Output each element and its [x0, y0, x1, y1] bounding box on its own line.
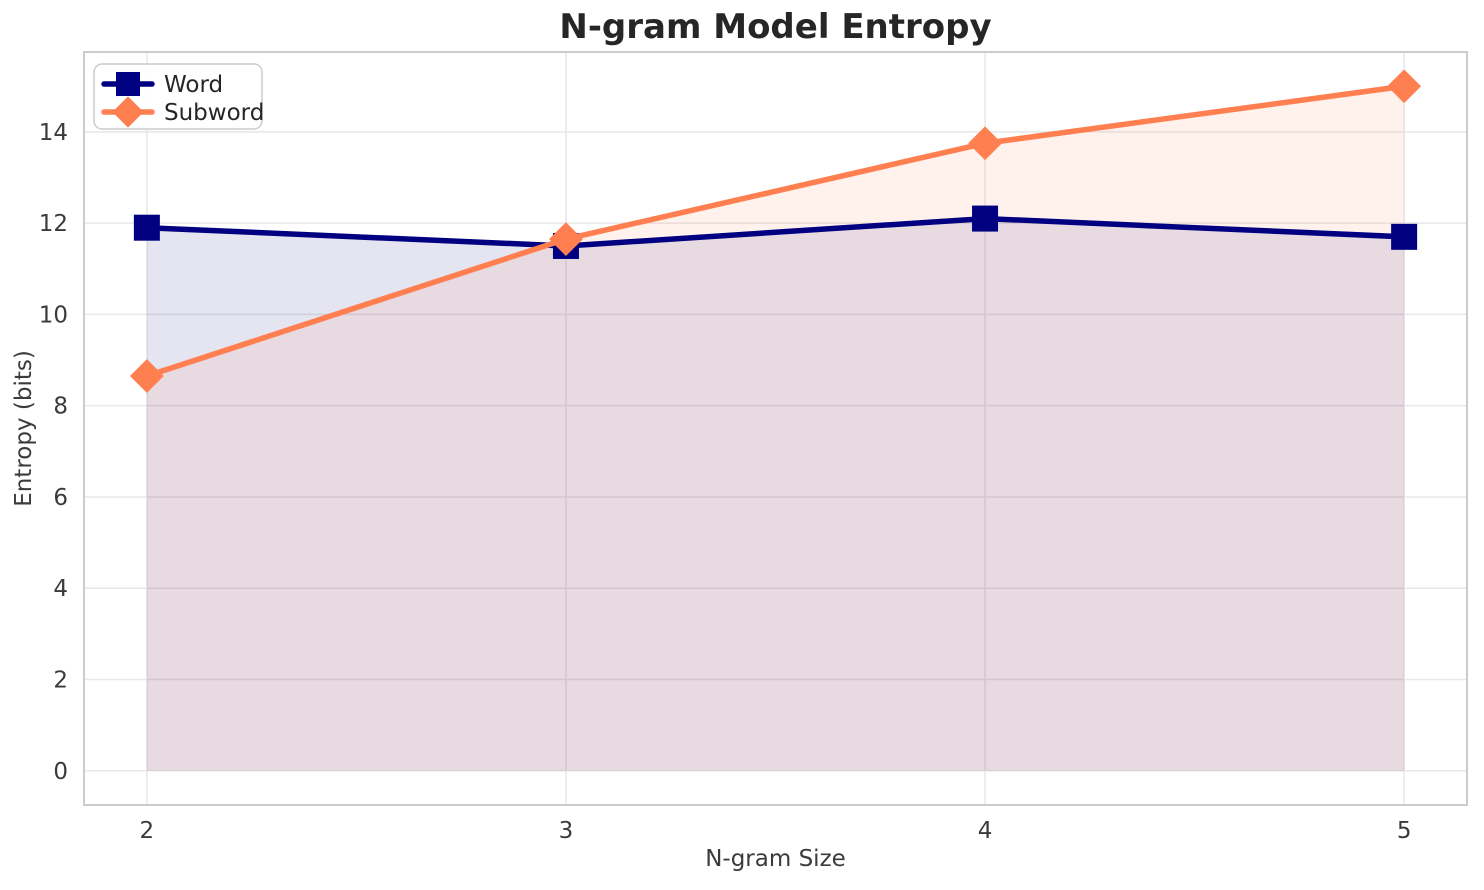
word-marker — [972, 205, 999, 232]
word-series-fill — [146, 218, 1405, 771]
legend-label-subword: Subword — [164, 100, 264, 126]
legend-square-icon — [116, 72, 140, 96]
subword-series — [129, 69, 1422, 393]
x-axis-label: N-gram Size — [705, 846, 846, 872]
x-tick-label: 3 — [559, 818, 574, 844]
y-tick-label: 0 — [53, 759, 68, 785]
subword-series-fill — [146, 86, 1405, 771]
x-tick-label: 5 — [1397, 818, 1412, 844]
subword-series-line — [144, 83, 1407, 379]
legend-label-word: Word — [164, 72, 223, 98]
y-tick-label: 10 — [39, 302, 68, 328]
word-marker — [1391, 223, 1418, 250]
word-series-line — [144, 215, 1407, 249]
legend-item-word: Word — [101, 72, 223, 98]
legend-diamond-icon — [112, 96, 144, 128]
y-tick-label: 8 — [53, 394, 68, 420]
y-tick-label: 2 — [53, 668, 68, 694]
subword-marker — [129, 359, 164, 393]
y-axis-label: Entropy (bits) — [11, 350, 37, 507]
word-marker — [133, 214, 160, 241]
y-tick-label: 14 — [39, 120, 68, 146]
y-tick-label: 12 — [39, 211, 68, 237]
x-tick-label: 4 — [978, 818, 993, 844]
y-tick-label: 4 — [53, 576, 68, 602]
chart-title: N-gram Model Entropy — [559, 7, 991, 47]
subword-marker — [968, 126, 1002, 161]
subword-marker — [549, 222, 583, 257]
subword-marker — [1387, 69, 1422, 104]
legend-item-subword: Subword — [101, 96, 264, 128]
y-tick-label: 6 — [53, 485, 68, 511]
plot-border — [83, 51, 1468, 806]
x-tick-label: 2 — [140, 818, 155, 844]
